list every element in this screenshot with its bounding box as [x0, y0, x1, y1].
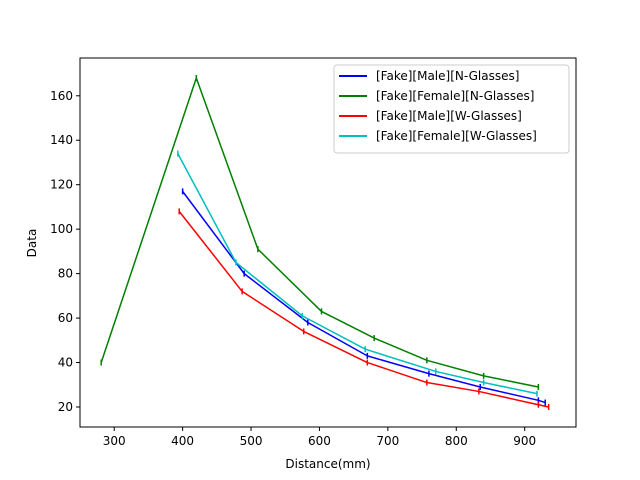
- y-axis-ticks: 20 40 60 80 100 120 140 160: [50, 89, 80, 414]
- x-tick-label: 400: [171, 434, 194, 448]
- x-tick-label: 600: [308, 434, 331, 448]
- y-tick-label: 40: [58, 356, 73, 370]
- y-tick-label: 100: [50, 222, 73, 236]
- y-tick-label: 20: [58, 400, 73, 414]
- legend-label-2: [Fake][Male][W-Glasses]: [376, 109, 522, 123]
- legend-label-3: [Fake][Female][W-Glasses]: [376, 129, 537, 143]
- x-axis-label: Distance(mm): [285, 457, 370, 471]
- x-tick-label: 900: [513, 434, 536, 448]
- y-tick-label: 60: [58, 311, 73, 325]
- x-tick-label: 500: [240, 434, 263, 448]
- y-tick-label: 160: [50, 89, 73, 103]
- legend-label-0: [Fake][Male][N-Glasses]: [376, 69, 519, 83]
- plot-frame: [79, 57, 577, 428]
- x-tick-label: 800: [445, 434, 468, 448]
- x-tick-label: 700: [376, 434, 399, 448]
- y-tick-label: 140: [50, 133, 73, 147]
- x-tick-label: 300: [103, 434, 126, 448]
- legend-label-1: [Fake][Female][N-Glasses]: [376, 89, 534, 103]
- series-line-0: [182, 190, 546, 404]
- legend: [Fake][Male][N-Glasses] [Fake][Female][N-…: [333, 64, 570, 154]
- series-line-1: [100, 77, 539, 388]
- y-tick-label: 120: [50, 178, 73, 192]
- y-tick-label: 80: [58, 267, 73, 281]
- series-layer: [100, 75, 550, 410]
- series-line-2: [178, 210, 549, 408]
- y-axis-label: Data: [25, 229, 39, 258]
- legend-box: [333, 64, 570, 154]
- x-axis-ticks: 300 400 500 600 700 800 900: [103, 427, 536, 448]
